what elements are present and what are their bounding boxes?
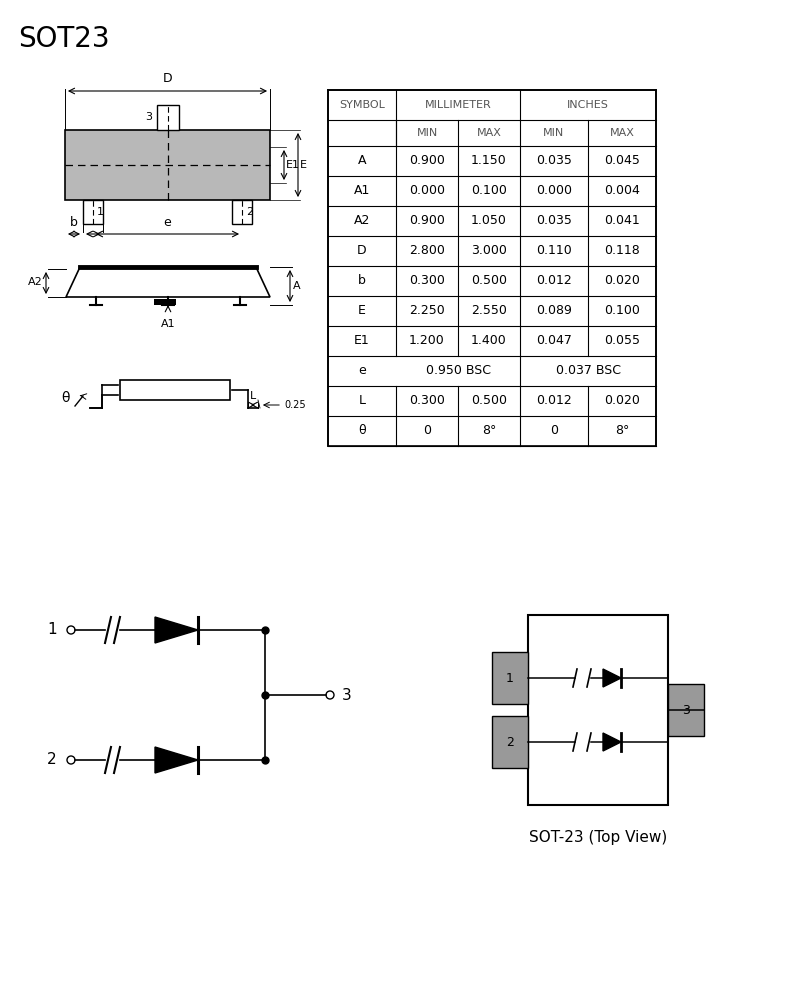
Text: 0.020: 0.020 [604,394,640,408]
Text: 1: 1 [506,672,514,684]
Text: 0.045: 0.045 [604,154,640,167]
Text: 0.900: 0.900 [409,154,445,167]
Text: b: b [70,216,78,229]
Text: 0: 0 [550,424,558,438]
Text: SOT-23 (Top View): SOT-23 (Top View) [529,830,667,845]
Polygon shape [155,747,198,773]
Text: L: L [250,391,256,401]
Polygon shape [603,669,621,687]
Text: D: D [162,72,172,85]
Bar [232,200,252,224]
Text: 0.300: 0.300 [409,274,445,288]
Text: 1: 1 [47,622,57,638]
Polygon shape [155,617,198,643]
Bar [492,716,528,768]
Text: 0.500: 0.500 [471,394,507,408]
Text: A2: A2 [354,215,370,228]
Text: 0.089: 0.089 [536,304,572,318]
Text: 1.150: 1.150 [471,154,507,167]
Text: MILLIMETER: MILLIMETER [425,100,491,110]
Text: 3: 3 [146,112,153,122]
Text: 0.037 BSC: 0.037 BSC [555,364,621,377]
Text: 0.000: 0.000 [409,184,445,198]
Text: 2.800: 2.800 [409,244,445,257]
Bar [154,299,176,305]
Bar [65,130,270,200]
Text: 0.100: 0.100 [604,304,640,318]
Text: 3: 3 [682,704,690,716]
Bar [668,684,704,736]
Text: A2: A2 [28,277,43,287]
Text: 0.300: 0.300 [409,394,445,408]
Text: 0.012: 0.012 [536,394,572,408]
Text: 0.118: 0.118 [604,244,640,257]
Text: 0.500: 0.500 [471,274,507,288]
Bar [83,200,103,224]
Text: MIN: MIN [416,128,438,138]
Bar [528,615,668,805]
Polygon shape [66,267,270,297]
Text: θ: θ [62,391,70,405]
Text: 1.200: 1.200 [409,334,445,348]
Text: A: A [293,281,301,291]
Text: A1: A1 [354,184,370,198]
Text: L: L [358,394,366,408]
Text: 0.055: 0.055 [604,334,640,348]
Text: 0.110: 0.110 [536,244,572,257]
Text: 0.004: 0.004 [604,184,640,198]
Text: 0.100: 0.100 [471,184,507,198]
Text: INCHES: INCHES [567,100,609,110]
Text: MIN: MIN [543,128,565,138]
Bar [492,652,528,704]
Text: 0.25: 0.25 [284,400,306,410]
Bar [120,380,230,400]
Text: E: E [358,304,366,318]
Text: e: e [358,364,366,377]
Text: 0.041: 0.041 [604,215,640,228]
Text: SOT23: SOT23 [18,25,110,53]
Text: 2.250: 2.250 [409,304,445,318]
Text: b: b [358,274,366,288]
Text: 0.020: 0.020 [604,274,640,288]
Text: 2: 2 [506,736,514,748]
Text: 0.035: 0.035 [536,215,572,228]
Text: E1: E1 [286,160,300,170]
Text: 2: 2 [246,207,253,217]
Text: SYMBOL: SYMBOL [339,100,385,110]
Bar [328,90,656,446]
Text: 2: 2 [47,752,57,768]
Text: 1.050: 1.050 [471,215,507,228]
Text: MAX: MAX [477,128,502,138]
Text: A: A [358,154,366,167]
Text: 0.900: 0.900 [409,215,445,228]
Text: 0: 0 [423,424,431,438]
Text: 1.400: 1.400 [471,334,507,348]
Text: 0.047: 0.047 [536,334,572,348]
Text: e: e [164,216,171,229]
Text: E1: E1 [354,334,370,348]
Text: 3.000: 3.000 [471,244,507,257]
Text: 0.000: 0.000 [536,184,572,198]
Text: 8°: 8° [482,424,496,438]
Polygon shape [603,733,621,751]
Text: 8°: 8° [615,424,629,438]
Text: MAX: MAX [610,128,634,138]
Text: 3: 3 [342,688,352,702]
Text: E: E [300,160,307,170]
Bar [157,105,178,130]
Text: θ: θ [358,424,366,438]
Text: D: D [357,244,367,257]
Text: 2.550: 2.550 [471,304,507,318]
Text: 0.950 BSC: 0.950 BSC [426,364,490,377]
Text: 1: 1 [97,207,104,217]
Text: A1: A1 [161,319,175,329]
Text: 0.012: 0.012 [536,274,572,288]
Text: 0.035: 0.035 [536,154,572,167]
